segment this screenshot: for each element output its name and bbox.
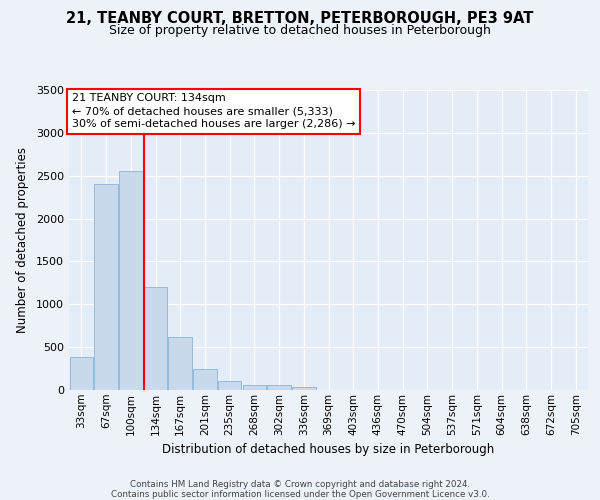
Bar <box>193 370 217 390</box>
Text: Size of property relative to detached houses in Peterborough: Size of property relative to detached ho… <box>109 24 491 37</box>
Y-axis label: Number of detached properties: Number of detached properties <box>16 147 29 333</box>
Bar <box>144 287 167 390</box>
Text: Contains HM Land Registry data © Crown copyright and database right 2024.
Contai: Contains HM Land Registry data © Crown c… <box>110 480 490 499</box>
Bar <box>218 382 241 390</box>
Text: 21 TEANBY COURT: 134sqm
← 70% of detached houses are smaller (5,333)
30% of semi: 21 TEANBY COURT: 134sqm ← 70% of detache… <box>71 93 355 130</box>
Bar <box>169 337 192 390</box>
Text: 21, TEANBY COURT, BRETTON, PETERBOROUGH, PE3 9AT: 21, TEANBY COURT, BRETTON, PETERBOROUGH,… <box>67 11 533 26</box>
Bar <box>292 386 316 390</box>
X-axis label: Distribution of detached houses by size in Peterborough: Distribution of detached houses by size … <box>163 443 494 456</box>
Bar <box>94 184 118 390</box>
Bar <box>119 170 143 390</box>
Bar <box>268 386 291 390</box>
Bar <box>242 385 266 390</box>
Bar <box>70 356 93 390</box>
